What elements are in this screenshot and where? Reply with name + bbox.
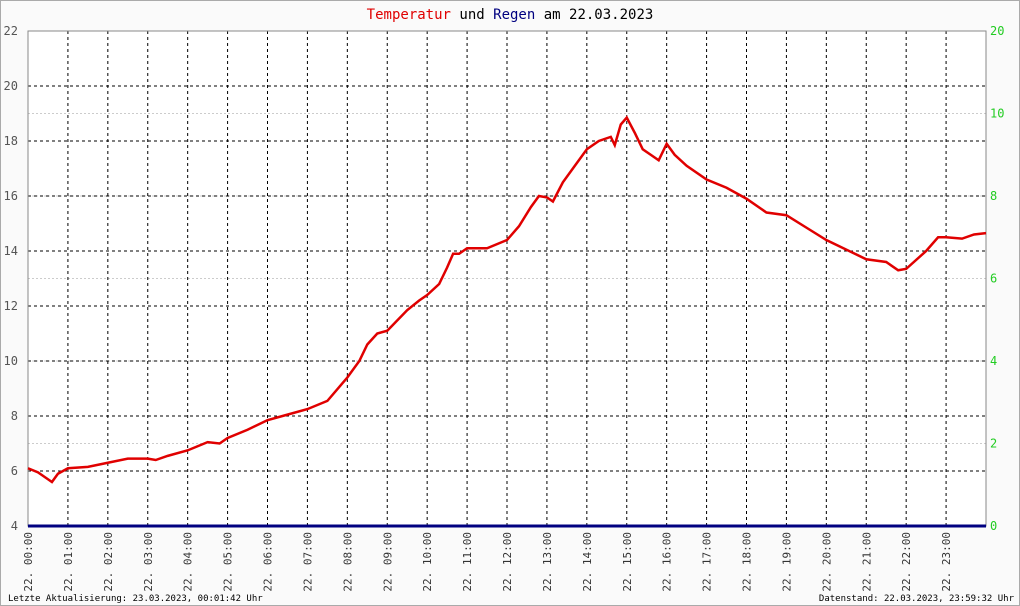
title-part: Temperatur bbox=[367, 7, 451, 23]
y2-tick-label: 4 bbox=[990, 354, 997, 368]
y-tick-label: 12 bbox=[4, 299, 18, 313]
y-tick-label: 22 bbox=[4, 24, 18, 38]
x-tick-label: 22. 13:00 bbox=[541, 532, 554, 592]
y2-tick-label: 6 bbox=[990, 272, 997, 286]
x-tick-label: 22. 12:00 bbox=[501, 532, 514, 592]
x-tick-label: 22. 02:00 bbox=[102, 532, 115, 592]
y-tick-label: 10 bbox=[4, 354, 18, 368]
y-tick-label: 4 bbox=[11, 519, 18, 533]
x-tick-label: 22. 14:00 bbox=[581, 532, 594, 592]
y-tick-label: 6 bbox=[11, 464, 18, 478]
y2-tick-label: 8 bbox=[990, 189, 997, 203]
x-tick-label: 22. 07:00 bbox=[301, 532, 314, 592]
x-tick-label: 22. 15:00 bbox=[621, 532, 634, 592]
x-tick-label: 22. 17:00 bbox=[701, 532, 714, 592]
x-tick-label: 22. 09:00 bbox=[381, 532, 394, 592]
y2-tick-label: 0 bbox=[990, 519, 997, 533]
y2-tick-label: 20 bbox=[990, 24, 1004, 38]
x-tick-label: 22. 01:00 bbox=[62, 532, 75, 592]
x-tick-label: 22. 06:00 bbox=[262, 532, 275, 592]
x-tick-label: 22. 23:00 bbox=[940, 532, 953, 592]
title-part: Regen bbox=[493, 7, 535, 23]
y-tick-label: 14 bbox=[4, 244, 18, 258]
y-tick-label: 8 bbox=[11, 409, 18, 423]
x-tick-label: 22. 05:00 bbox=[222, 532, 235, 592]
x-tick-label: 22. 18:00 bbox=[741, 532, 754, 592]
y2-tick-label: 10 bbox=[990, 107, 1004, 121]
x-tick-label: 22. 22:00 bbox=[900, 532, 913, 592]
x-tick-label: 22. 16:00 bbox=[661, 532, 674, 592]
series-line bbox=[27, 115, 987, 484]
title-part: am 22.03.2023 bbox=[544, 7, 654, 23]
x-tick-label: 22. 21:00 bbox=[860, 532, 873, 592]
x-tick-label: 22. 20:00 bbox=[820, 532, 833, 592]
title-part: und bbox=[459, 7, 484, 23]
footer-left: Letzte Aktualisierung: 23.03.2023, 00:01… bbox=[8, 594, 263, 604]
x-tick-label: 22. 10:00 bbox=[421, 532, 434, 592]
y-tick-label: 20 bbox=[4, 79, 18, 93]
chart-title: Temperatur und Regen am 22.03.2023 bbox=[367, 7, 654, 23]
x-tick-label: 22. 04:00 bbox=[182, 532, 195, 592]
x-tick-label: 22. 08:00 bbox=[341, 532, 354, 592]
y-tick-label: 16 bbox=[4, 189, 18, 203]
x-tick-label: 22. 03:00 bbox=[142, 532, 155, 592]
x-tick-label: 22. 19:00 bbox=[780, 532, 793, 592]
footer-right: Datenstand: 22.03.2023, 23:59:32 Uhr bbox=[819, 594, 1015, 604]
x-tick-label: 22. 11:00 bbox=[461, 532, 474, 592]
y2-tick-label: 2 bbox=[990, 437, 997, 451]
x-tick-label: 22. 00:00 bbox=[22, 532, 35, 592]
y-tick-label: 18 bbox=[4, 134, 18, 148]
